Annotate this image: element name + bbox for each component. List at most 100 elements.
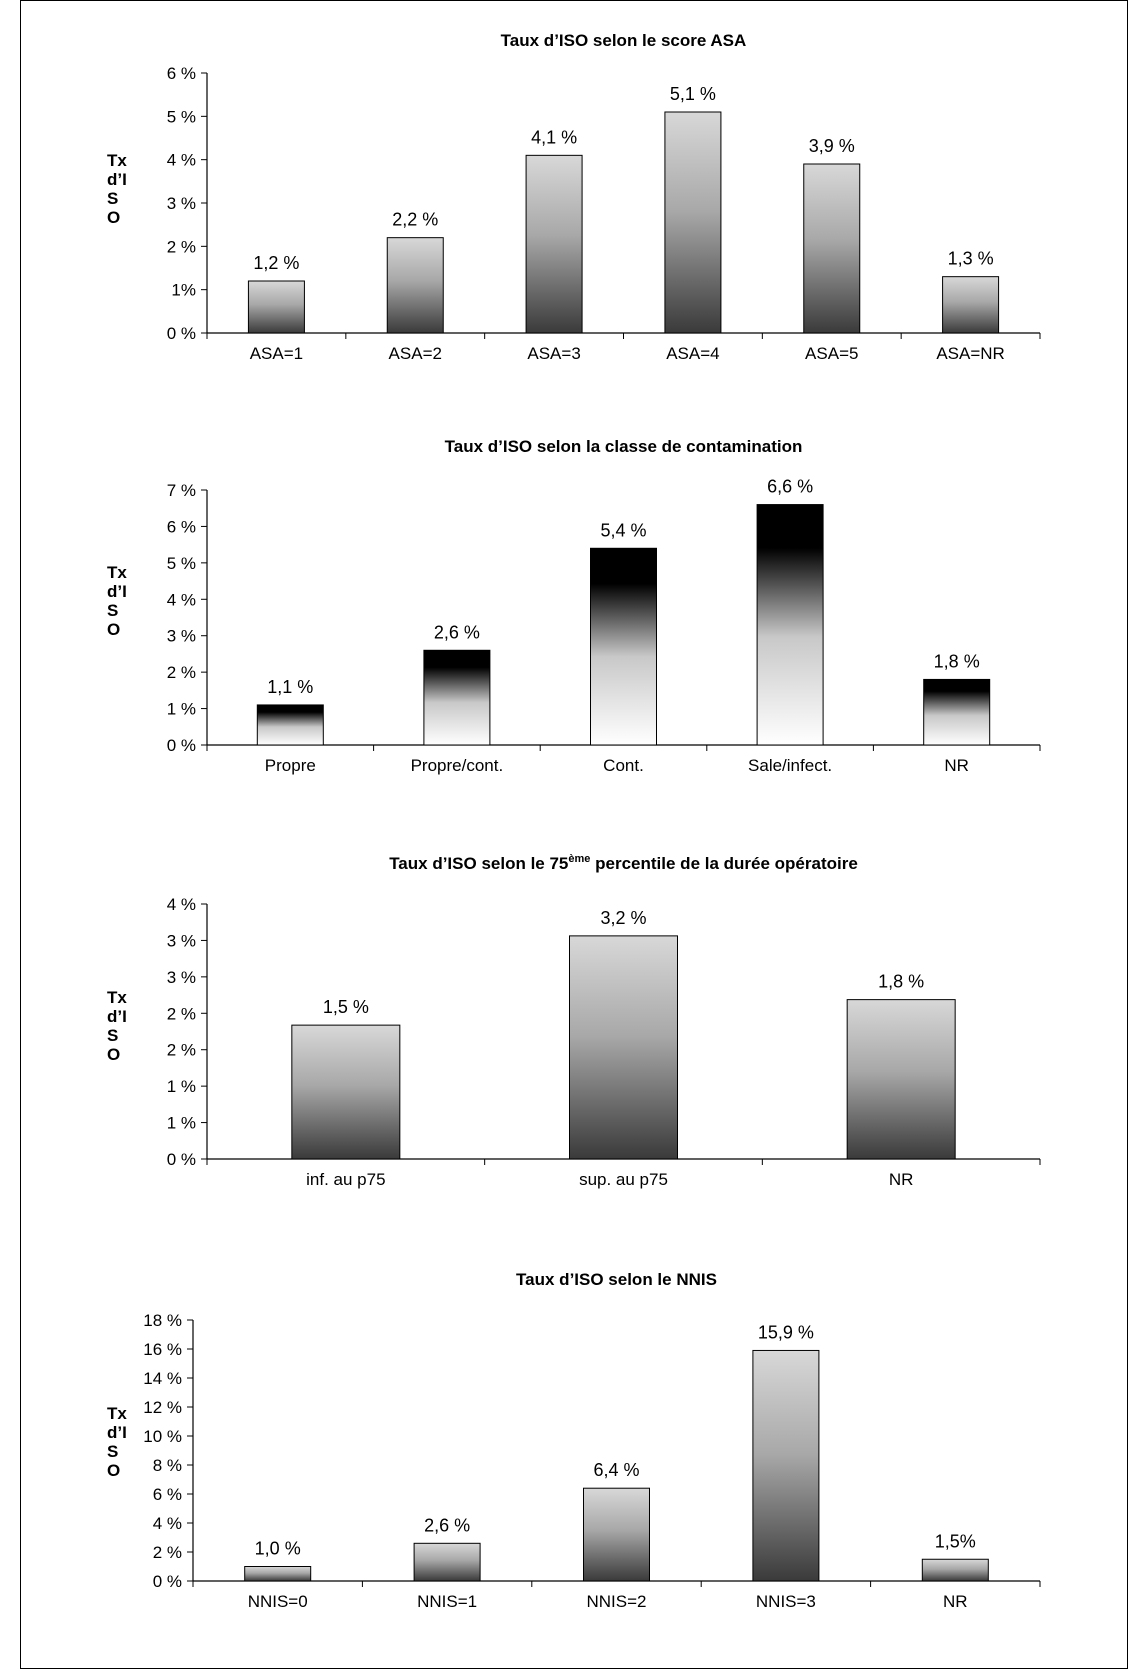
category-label: Propre [265, 756, 316, 775]
y-tick-label: 1 % [167, 700, 196, 719]
chart-3: Taux d’ISO selon le 75ème percentile de … [107, 853, 1041, 1189]
bar [244, 1566, 312, 1582]
data-label: 1,0 % [255, 1539, 301, 1559]
y-tick-label: 5 % [167, 107, 196, 126]
chart-title: Taux d’ISO selon la classe de contaminat… [445, 437, 803, 456]
y-tick-label: 3 % [167, 627, 196, 646]
y-tick-label: 8 % [153, 1456, 182, 1475]
chart-title: Taux d’ISO selon le NNIS [516, 1270, 717, 1289]
data-label: 2,6 % [434, 622, 480, 642]
bar [590, 547, 657, 746]
data-label: 1,3 % [948, 249, 994, 269]
y-tick-label: 14 % [143, 1369, 182, 1388]
y-tick-label: 2 % [153, 1543, 182, 1562]
y-axis-label-line: S [107, 1442, 118, 1461]
bar [664, 111, 722, 334]
y-tick-label: 2 % [167, 1041, 196, 1060]
category-label: ASA=3 [527, 344, 580, 363]
y-tick-label: 6 % [167, 64, 196, 83]
data-label: 1,5 % [323, 997, 369, 1017]
data-label: 1,8 % [878, 972, 924, 992]
data-label: 3,9 % [809, 136, 855, 156]
y-tick-label: 12 % [143, 1398, 182, 1417]
category-label: ASA=1 [250, 344, 303, 363]
category-label: Sale/infect. [748, 756, 832, 775]
category-label: sup. au p75 [579, 1170, 668, 1189]
category-label: inf. au p75 [306, 1170, 385, 1189]
category-label: Propre/cont. [411, 756, 504, 775]
bar [752, 1349, 820, 1582]
y-axis-label-line: d’I [107, 582, 127, 601]
chart-1: Taux d’ISO selon le score ASA Txd’ISO 0 % 1… [107, 31, 1041, 363]
y-tick-label: 5 % [167, 554, 196, 573]
y-tick-label: 3 % [167, 931, 196, 950]
category-label: NNIS=2 [587, 1592, 647, 1611]
chart-2: Taux d’ISO selon la classe de contaminat… [107, 437, 1041, 775]
bar [803, 163, 861, 334]
y-tick-label: 1 % [167, 1077, 196, 1096]
data-label: 1,2 % [253, 253, 299, 273]
data-label: 1,1 % [267, 677, 313, 697]
y-tick-label: 0 % [153, 1572, 182, 1591]
y-tick-label: 1% [171, 281, 196, 300]
y-axis-label-line: Tx [107, 151, 127, 170]
y-axis-label-line: d’I [107, 170, 127, 189]
category-label: NR [889, 1170, 914, 1189]
bar [386, 237, 444, 334]
y-axis-label-line: S [107, 189, 118, 208]
y-tick-label: 0 % [167, 1150, 196, 1169]
y-axis-label-line: Tx [107, 563, 127, 582]
bar [583, 1487, 650, 1582]
data-label: 5,1 % [670, 84, 716, 104]
y-axis-label-line: O [107, 208, 120, 227]
data-label: 6,6 % [767, 477, 813, 497]
chart-4: Taux d’ISO selon le NNIS Txd’ISO 0 % 2 % 4 %… [107, 1270, 1041, 1611]
bar [846, 999, 956, 1160]
y-axis-label-line: Tx [107, 1404, 127, 1423]
y-axis-label-line: Tx [107, 988, 127, 1007]
category-label: ASA=NR [936, 344, 1005, 363]
data-label: 1,8 % [934, 651, 980, 671]
data-label: 2,6 % [424, 1515, 470, 1535]
y-axis-label-line: O [107, 1461, 120, 1480]
y-tick-label: 6 % [153, 1485, 182, 1504]
chart-title: Taux d’ISO selon le 75ème percentile de … [389, 853, 858, 873]
y-tick-label: 4 % [167, 895, 196, 914]
data-label: 6,4 % [593, 1460, 639, 1480]
category-label: ASA=5 [805, 344, 858, 363]
y-axis-label-line: S [107, 1026, 118, 1045]
y-tick-label: 18 % [143, 1311, 182, 1330]
y-axis-label-line: O [107, 1045, 120, 1064]
y-tick-label: 6 % [167, 517, 196, 536]
bar [923, 678, 991, 746]
y-axis-label-line: d’I [107, 1423, 127, 1442]
bar [525, 154, 583, 334]
category-label: Cont. [603, 756, 644, 775]
y-tick-label: 0 % [167, 736, 196, 755]
bar [423, 649, 491, 746]
y-tick-label: 3 % [167, 194, 196, 213]
bar [413, 1542, 481, 1582]
y-tick-label: 1 % [167, 1114, 196, 1133]
y-tick-label: 16 % [143, 1340, 182, 1359]
y-axis-label-line: S [107, 601, 118, 620]
bar [569, 935, 678, 1160]
y-tick-label: 7 % [167, 481, 196, 500]
data-label: 1,5% [935, 1531, 976, 1551]
data-label: 4,1 % [531, 127, 577, 147]
category-label: NNIS=3 [756, 1592, 816, 1611]
y-tick-label: 2 % [167, 237, 196, 256]
category-label: ASA=4 [666, 344, 719, 363]
y-axis-label-line: O [107, 620, 120, 639]
y-tick-label: 3 % [167, 968, 196, 987]
y-tick-label: 4 % [167, 590, 196, 609]
bar [291, 1024, 401, 1160]
data-label: 5,4 % [600, 520, 646, 540]
y-tick-label: 0 % [167, 324, 196, 343]
chart-title: Taux d’ISO selon le score ASA [501, 31, 747, 50]
category-label: ASA=2 [389, 344, 442, 363]
data-label: 3,2 % [600, 908, 646, 928]
y-tick-label: 10 % [143, 1427, 182, 1446]
data-label: 15,9 % [758, 1322, 814, 1342]
